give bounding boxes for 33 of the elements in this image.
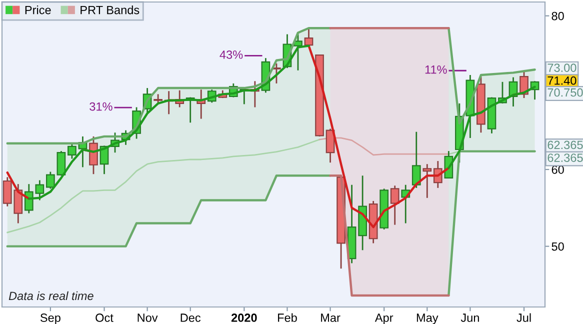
x-tick-label: Jun <box>460 314 479 322</box>
x-tick-label: Mar <box>321 314 340 322</box>
y-tick-label: 80 <box>552 12 564 20</box>
x-tick-label: Sep <box>40 314 60 324</box>
x-tick-label: Nov <box>138 314 158 322</box>
annotation: Data is real time <box>8 291 94 300</box>
annotation: 43% <box>220 50 243 59</box>
candlestick <box>412 131 421 189</box>
candlestick <box>390 184 400 226</box>
candlestick <box>422 163 432 199</box>
legend-label: PRT Bands <box>80 6 140 14</box>
candlestick <box>56 150 66 176</box>
candlestick <box>46 171 55 190</box>
x-tick-label: Dec <box>180 314 201 322</box>
text: 70.750 <box>548 88 583 97</box>
candlestick <box>68 142 76 160</box>
text: 62.365 <box>548 154 583 162</box>
legend-label: Price <box>25 6 51 14</box>
candlestick <box>272 62 281 84</box>
annotation: 31% <box>90 102 112 111</box>
x-tick-label: May <box>416 314 438 324</box>
x-tick-label: Jul <box>516 313 531 322</box>
text: 71.40 <box>548 76 576 85</box>
x-tick-label: Oct <box>96 314 114 322</box>
candlestick <box>304 27 314 46</box>
candlestick <box>89 136 98 175</box>
y-tick-label: 50 <box>552 242 564 251</box>
x-tick-label: Feb <box>278 313 297 322</box>
x-tick-label: 2020 <box>231 314 257 322</box>
annotation: 11% <box>425 65 447 74</box>
text: 73.00 <box>548 64 576 72</box>
x-tick-label: Apr <box>374 314 394 324</box>
text: 62.365 <box>548 140 583 150</box>
